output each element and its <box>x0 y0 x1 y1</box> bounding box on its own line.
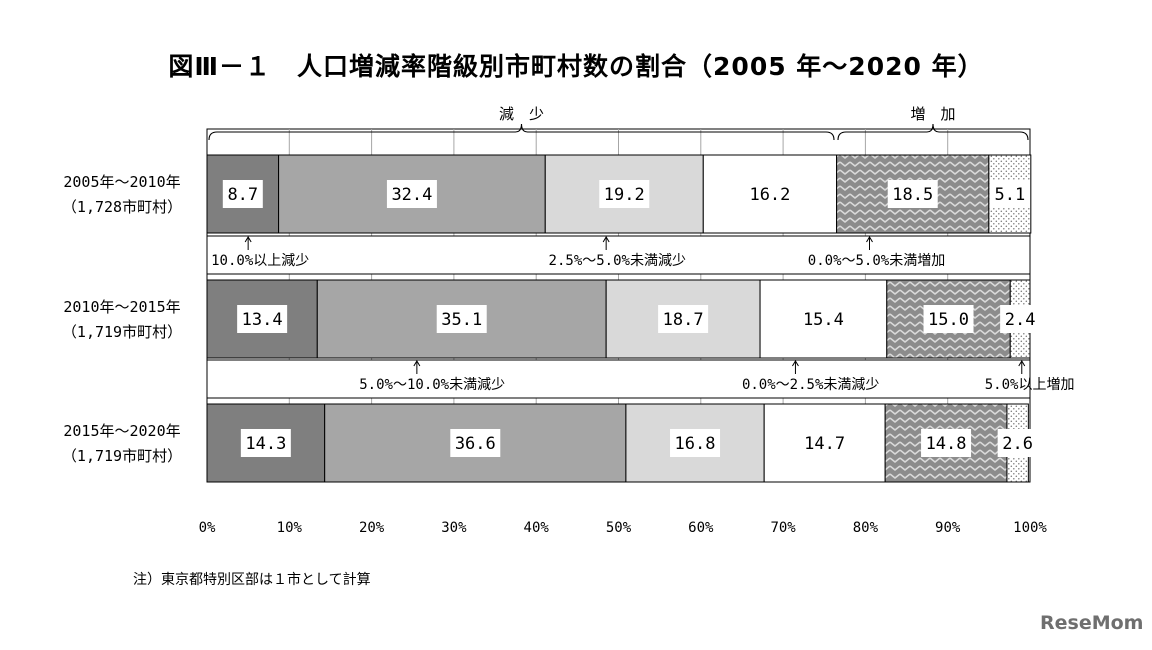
value-label: 14.8 <box>926 434 967 454</box>
x-tick-label: 100% <box>1013 520 1047 536</box>
value-label: 2.4 <box>1005 310 1036 330</box>
annotation-arrowhead <box>413 360 421 367</box>
annotation-label: 5.0%以上増加 <box>985 377 1075 393</box>
value-label: 32.4 <box>391 185 432 205</box>
category-labels: 2005年～2010年 （1,728市町村） 2010年～2015年 （1,719市町… <box>62 173 182 465</box>
value-label: 14.7 <box>804 434 845 454</box>
category-count-label: （1,719市町村） <box>62 447 182 465</box>
x-tick-label: 0% <box>199 520 216 536</box>
group-bracket <box>837 123 1029 141</box>
group-label: 減 少 <box>499 105 544 123</box>
bars <box>206 154 1032 483</box>
value-label-bg <box>1000 305 1041 333</box>
x-tick-label: 40% <box>524 520 550 536</box>
value-label-bg <box>887 180 938 208</box>
value-label: 35.1 <box>441 310 482 330</box>
x-tick-label: 10% <box>277 520 303 536</box>
value-label: 13.4 <box>242 310 283 330</box>
value-label: 15.4 <box>803 310 844 330</box>
x-tick-label: 80% <box>853 520 879 536</box>
x-tick-label: 70% <box>770 520 796 536</box>
category-label: 2005年～2010年 <box>63 173 180 191</box>
annotation-label: 5.0%～10.0%未満減少 <box>359 376 505 393</box>
annotation-label: 0.0%～2.5%未満減少 <box>742 376 879 393</box>
value-label: 5.1 <box>994 185 1025 205</box>
category-count-label: （1,728市町村） <box>62 198 182 216</box>
annotations: 10.0%以上減少 2.5%～5.0%未満減少 0.0%～5.0%未満増加 5.0%～… <box>211 236 1075 393</box>
annotation-band <box>206 359 1031 399</box>
value-label-bg <box>386 180 437 208</box>
value-label-bg <box>658 305 709 333</box>
x-tick-label: 60% <box>688 520 714 536</box>
annotation-label: 10.0%以上減少 <box>211 252 309 269</box>
annotation-arrowhead <box>1018 360 1026 367</box>
group-label: 増 加 <box>910 105 955 123</box>
value-label-bg <box>921 429 972 457</box>
value-label-bg <box>744 180 795 208</box>
value-label: 15.0 <box>928 310 969 330</box>
value-label: 8.7 <box>227 185 258 205</box>
x-tick-label: 30% <box>441 520 467 536</box>
x-tick-label: 20% <box>359 520 385 536</box>
brackets: 減 少増 加 <box>208 105 1029 141</box>
x-tick-label: 50% <box>606 520 632 536</box>
footnote: 注）東京都特別区部は１市として計算 <box>133 572 371 588</box>
category-count-label: （1,719市町村） <box>62 323 182 341</box>
value-label: 19.2 <box>604 185 645 205</box>
value-label: 16.2 <box>749 185 790 205</box>
annotation-label: 2.5%～5.0%未満減少 <box>549 252 686 269</box>
value-label: 36.6 <box>455 434 496 454</box>
value-label-bg <box>222 180 263 208</box>
watermark-logo: ReseMom <box>1040 612 1144 634</box>
value-label-bg <box>923 305 974 333</box>
category-label: 2010年～2015年 <box>63 298 180 316</box>
value-label: 16.8 <box>675 434 716 454</box>
x-tick-label: 90% <box>935 520 961 536</box>
value-label: 18.5 <box>892 185 933 205</box>
value-label-bg <box>599 180 650 208</box>
value-label: 18.7 <box>663 310 704 330</box>
value-label-bg <box>436 305 487 333</box>
value-label-bg <box>240 429 291 457</box>
annotation-arrowhead <box>602 236 610 243</box>
value-label-bg <box>799 429 850 457</box>
value-label-bg <box>670 429 721 457</box>
annotation-band <box>206 235 1031 275</box>
value-label-bg <box>989 180 1030 208</box>
category-label: 2015年～2020年 <box>63 422 180 440</box>
value-label-bg <box>798 305 849 333</box>
annotation-arrowhead <box>866 236 873 243</box>
annotation-arrowhead <box>792 360 799 367</box>
value-label: 2.6 <box>1002 434 1033 454</box>
annotation-label: 0.0%～5.0%未満増加 <box>808 253 945 269</box>
value-label: 14.3 <box>245 434 286 454</box>
value-label-bg <box>450 429 501 457</box>
value-label-bg <box>997 429 1038 457</box>
x-tick-labels: 0% 10% 20% 30% 40% 50% 60% 70% 80% 90% 100% <box>199 520 1048 536</box>
group-bracket <box>208 123 835 141</box>
annotation-arrowhead <box>244 236 252 243</box>
value-labels: 8.7 32.4 19.2 16.2 18.5 5.1 13.4 35.1 18.7 15.4 15… <box>222 180 1041 457</box>
chart-title: 図Ⅲ－１ 人口増減率階級別市町村数の割合（2005 年～2020 年） <box>168 52 984 81</box>
value-label-bg <box>237 305 288 333</box>
